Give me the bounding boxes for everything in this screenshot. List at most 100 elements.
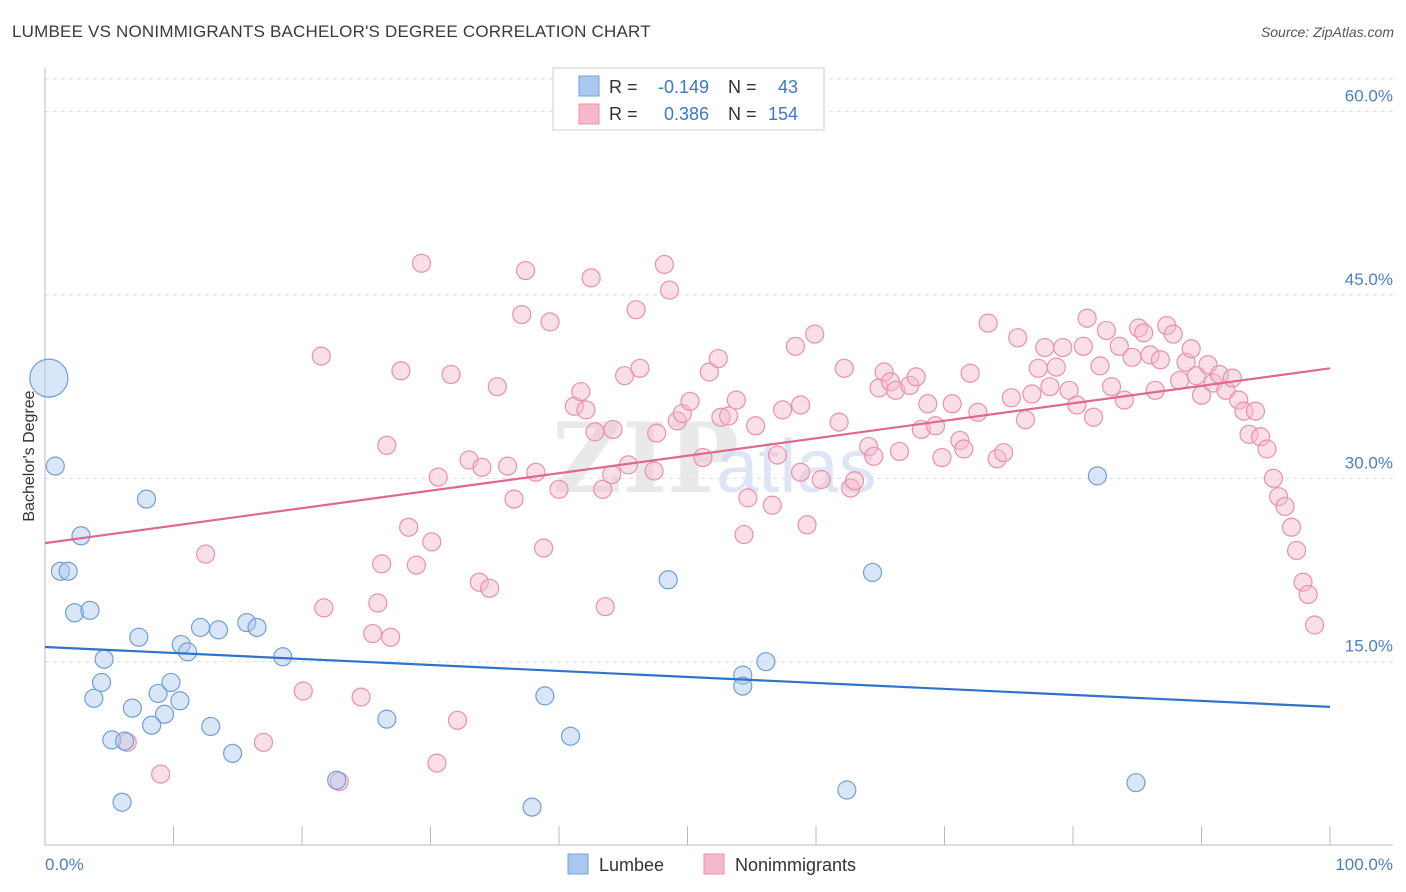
lumbee-point bbox=[161, 672, 181, 693]
stats-nonimmigrants-n-value: 154 bbox=[768, 104, 798, 124]
nonimmigrants-point bbox=[372, 554, 392, 574]
lumbee-point bbox=[29, 358, 69, 398]
lumbee-point bbox=[223, 743, 243, 763]
nonimmigrants-point bbox=[734, 524, 754, 545]
nonimmigrants-point bbox=[504, 489, 524, 509]
nonimmigrants-point bbox=[886, 380, 906, 400]
lumbee-point bbox=[756, 652, 776, 672]
nonimmigrants-point bbox=[1229, 390, 1249, 410]
lumbee-point bbox=[80, 600, 100, 620]
lumbee-point bbox=[170, 691, 190, 711]
nonimmigrants-point bbox=[314, 598, 334, 618]
stats-lumbee-r-label: R = bbox=[609, 77, 638, 97]
nonimmigrants-point bbox=[411, 253, 432, 273]
y-tick-label: 30.0% bbox=[1345, 453, 1393, 472]
lumbee-trend-line bbox=[44, 645, 1331, 708]
nonimmigrants-point bbox=[785, 336, 806, 356]
nonimmigrants-point bbox=[1298, 584, 1318, 605]
lumbee-point bbox=[142, 715, 162, 735]
nonimmigrants-point bbox=[1275, 496, 1295, 517]
nonimmigrants-point bbox=[874, 362, 894, 382]
lumbee-point bbox=[535, 686, 555, 706]
lumbee-point bbox=[154, 704, 175, 724]
nonimmigrants-point bbox=[368, 593, 388, 613]
nonimmigrants-point bbox=[1022, 384, 1042, 404]
lumbee-point bbox=[208, 620, 229, 640]
nonimmigrants-point bbox=[1101, 377, 1122, 397]
nonimmigrants-point bbox=[363, 623, 383, 644]
stats-nonimmigrants-n-label: N = bbox=[728, 104, 757, 124]
nonimmigrants-point bbox=[1251, 427, 1271, 447]
nonimmigrants-point bbox=[381, 627, 401, 647]
nonimmigrants-point bbox=[654, 254, 674, 275]
stats-swatch-lumbee bbox=[578, 75, 600, 97]
nonimmigrants-point bbox=[1008, 328, 1028, 348]
stats-lumbee-n-value: 43 bbox=[778, 77, 798, 97]
nonimmigrants-point bbox=[447, 710, 468, 730]
nonimmigrants-point bbox=[797, 515, 817, 535]
nonimmigrants-point bbox=[708, 348, 728, 369]
nonimmigrants-point bbox=[767, 445, 788, 465]
nonimmigrants-point bbox=[746, 416, 766, 436]
y-tick-label: 60.0% bbox=[1345, 87, 1393, 106]
nonimmigrants-point bbox=[932, 447, 952, 468]
nonimmigrants-point bbox=[960, 363, 980, 383]
nonimmigrants-point bbox=[293, 681, 313, 701]
lumbee-point bbox=[327, 770, 347, 790]
nonimmigrants-point bbox=[762, 495, 782, 515]
nonimmigrants-point bbox=[1286, 540, 1307, 561]
nonimmigrants-point bbox=[1001, 388, 1021, 408]
nonimmigrants-point bbox=[1134, 323, 1154, 343]
nonimmigrants-point bbox=[889, 441, 910, 462]
nonimmigrants-point bbox=[614, 366, 635, 386]
lumbee-point bbox=[91, 672, 112, 693]
lumbee-point bbox=[64, 603, 85, 623]
legend-swatch-lumbee bbox=[567, 853, 589, 875]
chart-title: LUMBEE VS NONIMMIGRANTS BACHELOR'S DEGRE… bbox=[12, 22, 651, 41]
lumbee-point bbox=[58, 561, 78, 581]
nonimmigrants-point bbox=[726, 390, 746, 410]
nonimmigrants-point bbox=[196, 544, 216, 564]
nonimmigrants-point bbox=[253, 732, 274, 752]
nonimmigrants-point bbox=[472, 457, 492, 477]
nonimmigrants-point bbox=[469, 572, 489, 592]
nonimmigrants-point bbox=[1245, 401, 1266, 421]
lumbee-point bbox=[201, 716, 221, 737]
lumbee-point bbox=[658, 570, 678, 590]
nonimmigrants-point bbox=[512, 304, 532, 325]
nonimmigrants-point bbox=[1028, 358, 1048, 378]
x-axis-ticks bbox=[44, 826, 1331, 845]
watermark-atlas: atlas bbox=[716, 424, 877, 509]
nonimmigrants-point bbox=[427, 753, 447, 773]
nonimmigrants-point bbox=[829, 412, 849, 432]
nonimmigrants-point bbox=[942, 394, 962, 414]
nonimmigrants-point bbox=[968, 402, 988, 422]
lumbee-point bbox=[560, 726, 581, 746]
lumbee-point bbox=[129, 627, 149, 647]
legend-label-nonimmigrants: Nonimmigrants bbox=[735, 855, 856, 875]
nonimmigrants-point bbox=[480, 578, 500, 598]
nonimmigrants-point bbox=[772, 400, 793, 420]
y-tick-label: 15.0% bbox=[1345, 637, 1393, 656]
legend-swatch-nonimmigrants bbox=[703, 853, 725, 875]
nonimmigrants-point bbox=[1186, 366, 1206, 386]
lumbee-point bbox=[84, 688, 104, 708]
nonimmigrants-point bbox=[790, 395, 811, 415]
nonimmigrants-point bbox=[738, 488, 758, 508]
stats-lumbee-n-label: N = bbox=[728, 77, 757, 97]
nonimmigrants-point bbox=[391, 361, 411, 381]
nonimmigrants-point bbox=[571, 381, 591, 402]
x-tick-label-max: 100.0% bbox=[1335, 855, 1393, 874]
lumbee-point bbox=[71, 526, 91, 546]
lumbee-point bbox=[94, 649, 114, 669]
nonimmigrants-point bbox=[549, 479, 569, 499]
lumbee-point bbox=[237, 612, 257, 633]
nonimmigrants-point bbox=[805, 324, 825, 344]
nonimmigrants-point bbox=[1257, 439, 1277, 459]
stats-swatch-nonimmigrants bbox=[578, 103, 600, 125]
nonimmigrants-point bbox=[1096, 320, 1117, 341]
nonimmigrants-points bbox=[117, 253, 1325, 792]
nonimmigrants-point bbox=[811, 469, 831, 490]
nonimmigrants-point bbox=[1067, 395, 1087, 415]
nonimmigrants-point bbox=[1216, 380, 1236, 400]
